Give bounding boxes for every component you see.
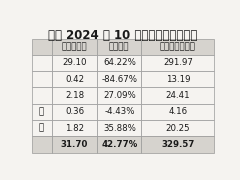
Bar bbox=[97, 87, 141, 104]
Text: 0.36: 0.36 bbox=[65, 107, 84, 116]
Text: 当月发电量: 当月发电量 bbox=[62, 42, 87, 51]
Bar bbox=[31, 39, 52, 55]
Bar bbox=[31, 120, 52, 136]
Text: 329.57: 329.57 bbox=[161, 140, 195, 149]
Bar bbox=[141, 87, 215, 104]
Text: 0.42: 0.42 bbox=[65, 75, 84, 84]
Bar bbox=[141, 136, 215, 152]
Bar bbox=[31, 104, 52, 120]
Text: 42.77%: 42.77% bbox=[101, 140, 138, 149]
Bar bbox=[141, 71, 215, 87]
Bar bbox=[97, 120, 141, 136]
Bar bbox=[52, 55, 97, 71]
Text: 35.88%: 35.88% bbox=[103, 124, 136, 133]
Bar bbox=[141, 120, 215, 136]
Text: 同比变动: 同比变动 bbox=[109, 42, 130, 51]
Bar bbox=[141, 55, 215, 71]
Bar bbox=[31, 136, 52, 152]
Bar bbox=[31, 87, 52, 104]
Bar bbox=[141, 104, 215, 120]
Bar bbox=[31, 55, 52, 71]
Bar bbox=[97, 71, 141, 87]
Text: 4.16: 4.16 bbox=[168, 107, 187, 116]
Bar bbox=[97, 39, 141, 55]
Bar bbox=[52, 104, 97, 120]
Text: 20.25: 20.25 bbox=[166, 124, 190, 133]
Bar bbox=[97, 104, 141, 120]
Text: 29.10: 29.10 bbox=[62, 58, 87, 68]
Bar bbox=[52, 87, 97, 104]
Bar bbox=[52, 39, 97, 55]
Text: -84.67%: -84.67% bbox=[101, 75, 137, 84]
Text: 次: 次 bbox=[39, 124, 44, 133]
Text: -4.43%: -4.43% bbox=[104, 107, 135, 116]
Text: 31.70: 31.70 bbox=[61, 140, 88, 149]
Bar bbox=[52, 71, 97, 87]
Bar bbox=[97, 55, 141, 71]
Bar bbox=[52, 136, 97, 152]
Text: 1.82: 1.82 bbox=[65, 124, 84, 133]
Text: 64.22%: 64.22% bbox=[103, 58, 136, 68]
Text: 本年累计发电量: 本年累计发电量 bbox=[160, 42, 196, 51]
Text: 2.18: 2.18 bbox=[65, 91, 84, 100]
Bar bbox=[31, 71, 52, 87]
Bar bbox=[97, 136, 141, 152]
Text: 24.41: 24.41 bbox=[166, 91, 190, 100]
Text: 27.09%: 27.09% bbox=[103, 91, 136, 100]
Bar bbox=[141, 39, 215, 55]
Text: 包: 包 bbox=[39, 107, 44, 116]
Text: 291.97: 291.97 bbox=[163, 58, 193, 68]
Text: 公司 2024 年 10 月发电量完成情况表: 公司 2024 年 10 月发电量完成情况表 bbox=[48, 29, 198, 42]
Text: 13.19: 13.19 bbox=[166, 75, 190, 84]
Bar bbox=[52, 120, 97, 136]
